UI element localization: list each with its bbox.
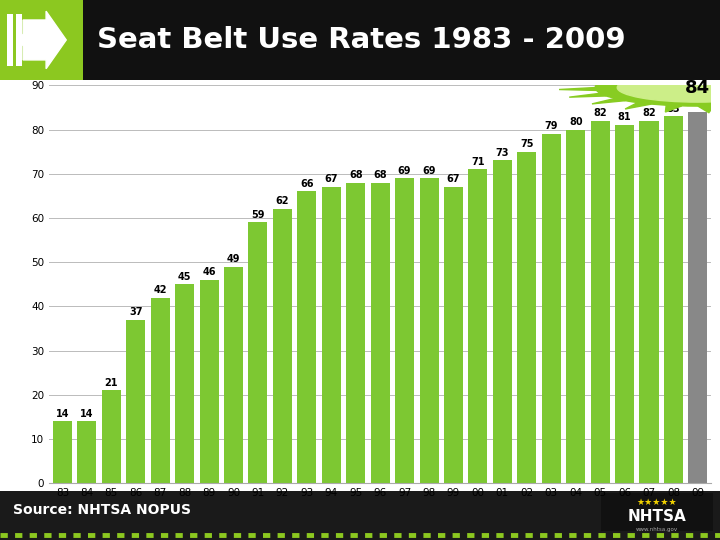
Bar xyxy=(566,130,585,483)
Polygon shape xyxy=(665,105,682,112)
Text: NHTSA: NHTSA xyxy=(627,509,686,524)
Polygon shape xyxy=(644,64,666,71)
Circle shape xyxy=(617,73,720,102)
Text: 59: 59 xyxy=(251,210,265,220)
Bar xyxy=(615,125,634,483)
Text: 69: 69 xyxy=(398,166,411,176)
Text: Seat Belt Use Rates 1983 - 2009: Seat Belt Use Rates 1983 - 2009 xyxy=(97,26,626,54)
Polygon shape xyxy=(625,103,652,109)
Bar xyxy=(126,320,145,483)
Text: 66: 66 xyxy=(300,179,314,189)
Bar xyxy=(395,178,414,483)
Bar xyxy=(688,112,708,483)
Text: 73: 73 xyxy=(495,148,509,158)
Bar xyxy=(7,15,13,65)
Bar xyxy=(273,209,292,483)
Bar xyxy=(444,187,463,483)
Bar xyxy=(248,222,267,483)
Bar xyxy=(102,390,121,483)
Text: 79: 79 xyxy=(544,122,558,131)
Bar xyxy=(664,116,683,483)
Bar xyxy=(590,121,610,483)
Text: Source: NHTSA NOPUS: Source: NHTSA NOPUS xyxy=(13,503,191,517)
Bar xyxy=(493,160,512,483)
Bar xyxy=(346,183,365,483)
Bar xyxy=(77,421,96,483)
Text: 37: 37 xyxy=(129,307,143,317)
Bar xyxy=(150,298,170,483)
Bar xyxy=(297,192,316,483)
Polygon shape xyxy=(592,98,626,104)
Text: 68: 68 xyxy=(349,170,363,180)
Text: 67: 67 xyxy=(325,174,338,184)
Text: 75: 75 xyxy=(520,139,534,149)
Text: 71: 71 xyxy=(471,157,485,167)
Text: 21: 21 xyxy=(104,378,118,388)
Polygon shape xyxy=(559,87,597,90)
Polygon shape xyxy=(714,63,720,70)
Polygon shape xyxy=(698,106,714,113)
Text: 14: 14 xyxy=(55,409,69,419)
Text: 81: 81 xyxy=(618,112,631,123)
Text: 80: 80 xyxy=(569,117,582,127)
Bar xyxy=(541,134,561,483)
Polygon shape xyxy=(682,63,698,69)
Text: 46: 46 xyxy=(202,267,216,277)
Polygon shape xyxy=(608,69,638,75)
Bar xyxy=(469,170,487,483)
Text: ★★★★★: ★★★★★ xyxy=(636,497,677,507)
Circle shape xyxy=(595,69,720,106)
Text: 69: 69 xyxy=(423,166,436,176)
Bar xyxy=(224,267,243,483)
Text: 68: 68 xyxy=(374,170,387,180)
Text: 45: 45 xyxy=(178,272,192,282)
Bar xyxy=(639,121,659,483)
Polygon shape xyxy=(579,75,615,79)
Text: www.nhtsa.gov: www.nhtsa.gov xyxy=(636,527,678,532)
Text: 84: 84 xyxy=(685,78,711,97)
Bar xyxy=(199,280,219,483)
Text: 83: 83 xyxy=(667,104,680,113)
Bar xyxy=(420,178,438,483)
Bar xyxy=(601,494,713,531)
FancyArrow shape xyxy=(23,11,66,69)
Bar xyxy=(0,0,83,80)
Text: 82: 82 xyxy=(593,108,607,118)
Polygon shape xyxy=(570,93,606,97)
Bar xyxy=(175,284,194,483)
Bar xyxy=(322,187,341,483)
Text: 82: 82 xyxy=(642,108,656,118)
Polygon shape xyxy=(562,82,600,85)
Bar xyxy=(16,15,22,65)
Text: 62: 62 xyxy=(276,197,289,206)
Text: 49: 49 xyxy=(227,254,240,264)
Text: 14: 14 xyxy=(80,409,94,419)
Bar xyxy=(517,152,536,483)
Bar xyxy=(371,183,390,483)
Text: 67: 67 xyxy=(446,174,460,184)
Text: 42: 42 xyxy=(153,285,167,295)
Bar xyxy=(53,421,72,483)
